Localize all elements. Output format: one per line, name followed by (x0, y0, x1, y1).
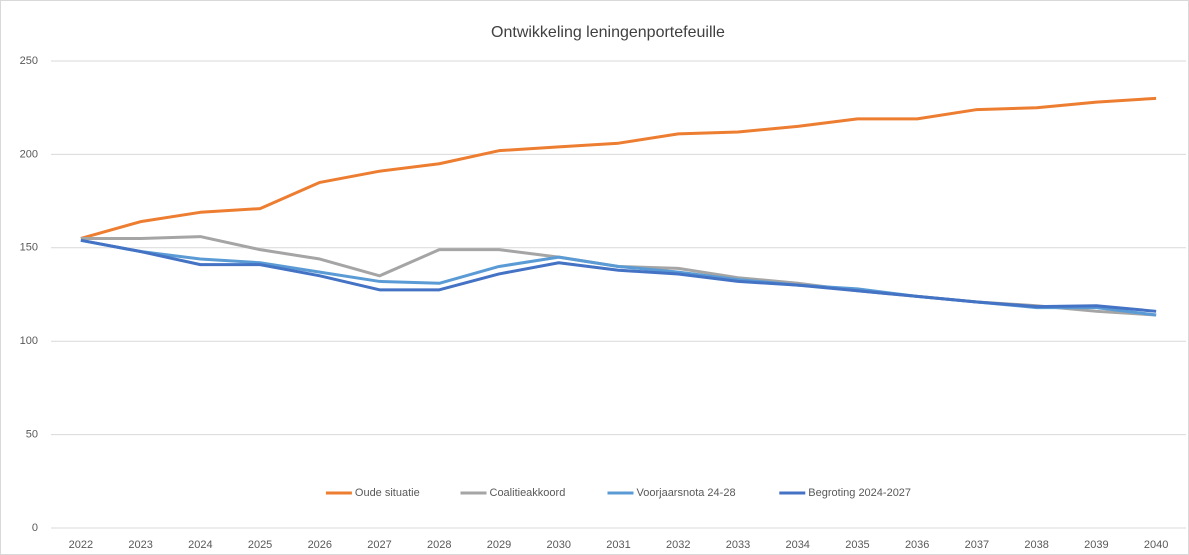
x-tick-label: 2037 (965, 539, 989, 551)
x-tick-label: 2023 (128, 539, 152, 551)
y-tick-label: 150 (20, 242, 38, 254)
x-tick-label: 2039 (1084, 539, 1108, 551)
x-tick-label: 2028 (427, 539, 451, 551)
y-tick-label: 0 (32, 522, 38, 534)
legend-label: Begroting 2024-2027 (808, 487, 911, 499)
x-tick-label: 2033 (726, 539, 750, 551)
legend-label: Voorjaarsnota 24-28 (637, 487, 736, 499)
x-tick-label: 2026 (308, 539, 332, 551)
legend-label: Oude situatie (355, 487, 420, 499)
y-tick-label: 50 (26, 429, 38, 441)
x-tick-label: 2029 (487, 539, 511, 551)
x-tick-label: 2032 (666, 539, 690, 551)
y-tick-label: 100 (20, 335, 38, 347)
x-tick-label: 2034 (785, 539, 809, 551)
x-tick-label: 2025 (248, 539, 272, 551)
x-tick-label: 2036 (905, 539, 929, 551)
x-tick-label: 2027 (367, 539, 391, 551)
x-tick-label: 2035 (845, 539, 869, 551)
x-tick-label: 2038 (1024, 539, 1048, 551)
x-tick-label: 2031 (606, 539, 630, 551)
series-line (80, 96, 1157, 240)
y-tick-label: 250 (20, 55, 38, 67)
x-tick-label: 2022 (69, 539, 93, 551)
x-tick-label: 2030 (547, 539, 571, 551)
series-line (80, 238, 1157, 313)
x-tick-label: 2024 (188, 539, 212, 551)
chart-title: Ontwikkeling leningenportefeuille (491, 24, 725, 41)
y-tick-label: 200 (20, 148, 38, 160)
x-tick-label: 2040 (1144, 539, 1168, 551)
legend-label: Coalitieakkoord (490, 487, 566, 499)
